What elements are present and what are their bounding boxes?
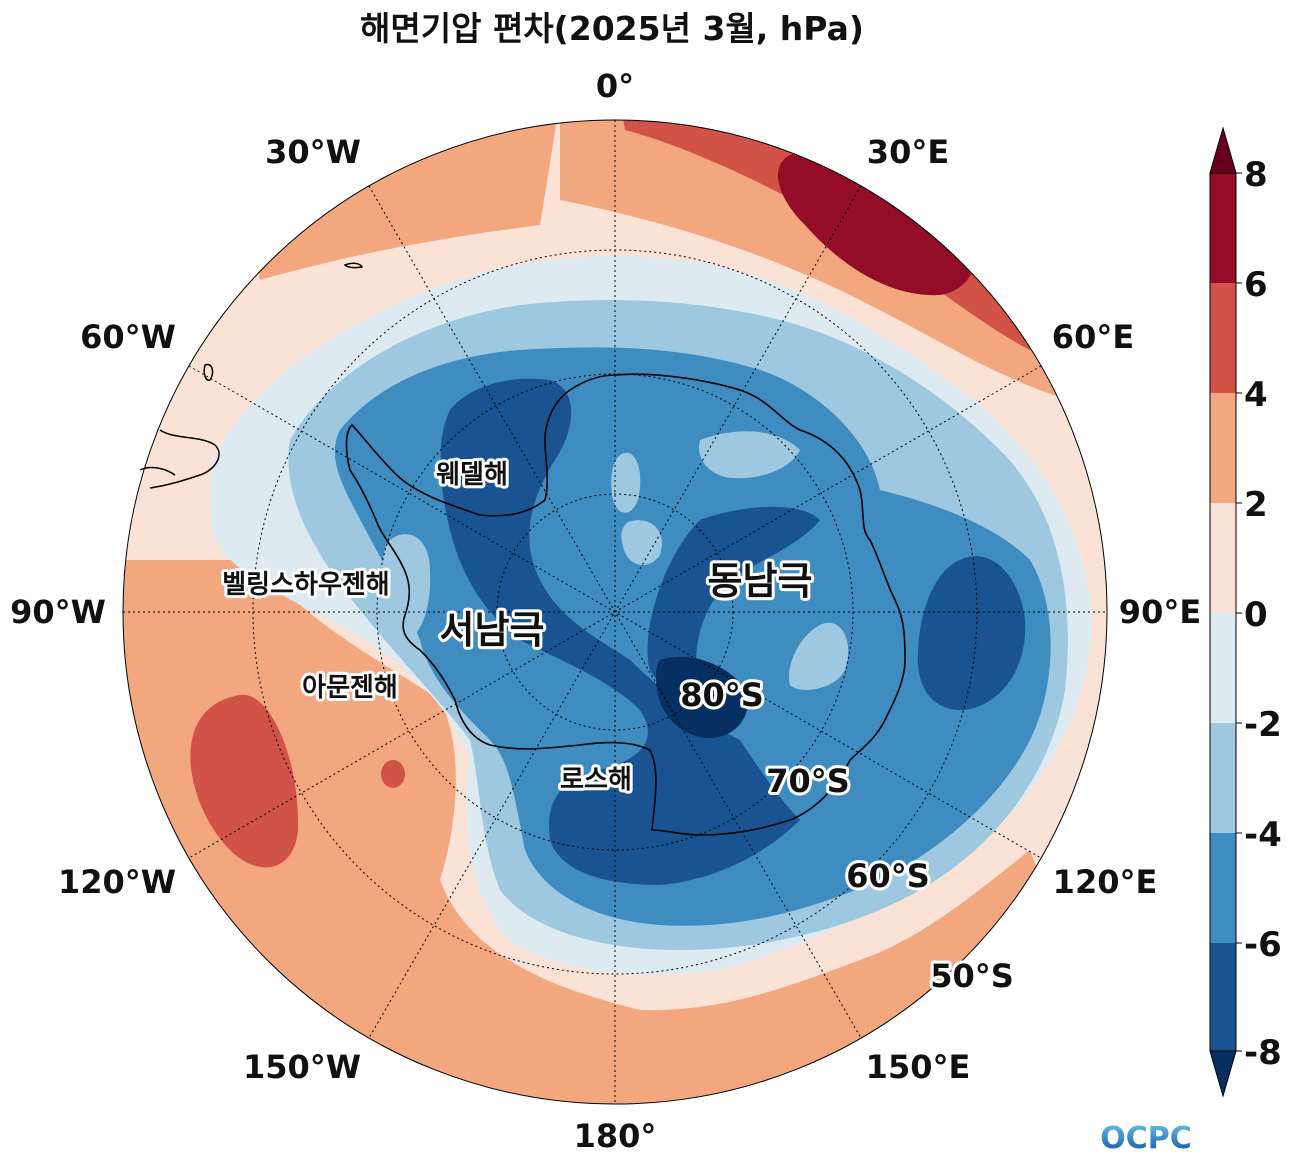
lon-label-60w: 60°W	[80, 318, 176, 356]
colorbar-extend-bottom	[1209, 1050, 1237, 1098]
ocpc-logo-text: OCPC	[1100, 1121, 1192, 1156]
colorbar-tick-m6: -6	[1244, 925, 1282, 965]
antarctica-coastline	[345, 373, 906, 836]
region-label-weddell-sea: 웨델해	[436, 460, 508, 490]
colorbar-tick-m4: -4	[1244, 815, 1282, 855]
colorbar-bin-m8-to-m6	[1210, 943, 1236, 1051]
colorbar-tick-0: 0	[1244, 595, 1268, 635]
colorbar-bin-4-to-6	[1210, 283, 1236, 393]
region-label-amundsen-sea: 아문젠해	[302, 673, 398, 703]
ocpc-logo: OCPC	[1100, 1121, 1192, 1156]
colorbar-tick-6: 6	[1244, 265, 1268, 305]
graticule	[123, 120, 1107, 1104]
lon-label-30e: 30°E	[867, 133, 949, 171]
contour-below-m8	[655, 656, 748, 739]
lon-label-150w: 150°W	[243, 1048, 361, 1086]
colorbar-bin-2-to-4	[1210, 393, 1236, 503]
south-america-coastline	[139, 429, 220, 489]
colorbar-bin-6-to-8	[1210, 173, 1236, 283]
lon-label-120e: 120°E	[1053, 863, 1158, 901]
colorbar-bin-m2-to-0	[1210, 613, 1236, 723]
contour-m8-to-m6-east	[917, 556, 1026, 711]
colorbar-bin-0-to-2	[1210, 503, 1236, 613]
region-label-east-antarctica: 동남극	[708, 559, 813, 603]
lat-label-50s: 50°S	[930, 957, 1014, 995]
contour-m4-to-m2-interior-4	[699, 431, 800, 479]
colorbar-frame	[1209, 172, 1237, 1052]
contour-m4-to-m2-interior-3	[789, 622, 849, 690]
region-label-west-antarctica: 서남극	[440, 608, 545, 652]
falkland-islands	[203, 262, 364, 381]
contour-m8-to-m6-center	[647, 506, 820, 694]
colorbar-bin-m6-to-m4	[1210, 833, 1236, 943]
contour-4-to-6-spot	[381, 760, 405, 788]
lon-label-30w: 30°W	[265, 133, 361, 171]
lon-label-150e: 150°E	[866, 1048, 971, 1086]
map-title: 해면기압 편차(2025년 3월, hPa)	[360, 9, 864, 48]
colorbar-bin-m4-to-m2	[1210, 723, 1236, 833]
lat-label-70s: 70°S	[766, 762, 850, 800]
region-label-ross-sea: 로스해	[560, 765, 632, 795]
colorbar-tick-m2: -2	[1244, 705, 1282, 745]
colorbar-tick-2: 2	[1244, 485, 1268, 525]
lon-label-120w: 120°W	[58, 863, 176, 901]
contour-4-to-6-west	[190, 694, 299, 868]
lon-label-0: 0°	[596, 67, 634, 105]
colorbar-tick-8: 8	[1244, 155, 1268, 195]
colorbar-extend-top	[1209, 126, 1237, 174]
contour-m4-to-m2-interior-2	[621, 520, 662, 566]
lon-label-180: 180°	[574, 1117, 657, 1155]
lat-label-60s: 60°S	[846, 857, 930, 895]
lon-label-90e: 90°E	[1119, 593, 1201, 631]
map-disc	[123, 120, 1107, 1104]
colorbar-tick-4: 4	[1244, 375, 1268, 415]
contour-m4-to-m2-peninsula	[381, 534, 431, 645]
contour-6-to-8	[778, 150, 977, 296]
meridian-60e-120w	[188, 365, 1042, 859]
contour-m4-to-m2-interior-1	[611, 452, 641, 513]
contour-2-to-4	[123, 560, 1107, 1104]
contour-m8-to-m6-weddell	[440, 378, 800, 885]
lat-label-80s: 80°S	[680, 676, 764, 714]
lon-label-60e: 60°E	[1052, 318, 1134, 356]
region-label-bellingshausen-sea: 벨링스하우젠해	[222, 570, 389, 600]
colorbar: 8 6 4 2 0 -2 -4 -6 -8	[1209, 126, 1282, 1098]
colorbar-tick-m8: -8	[1244, 1033, 1282, 1073]
lon-label-90w: 90°W	[10, 593, 106, 631]
